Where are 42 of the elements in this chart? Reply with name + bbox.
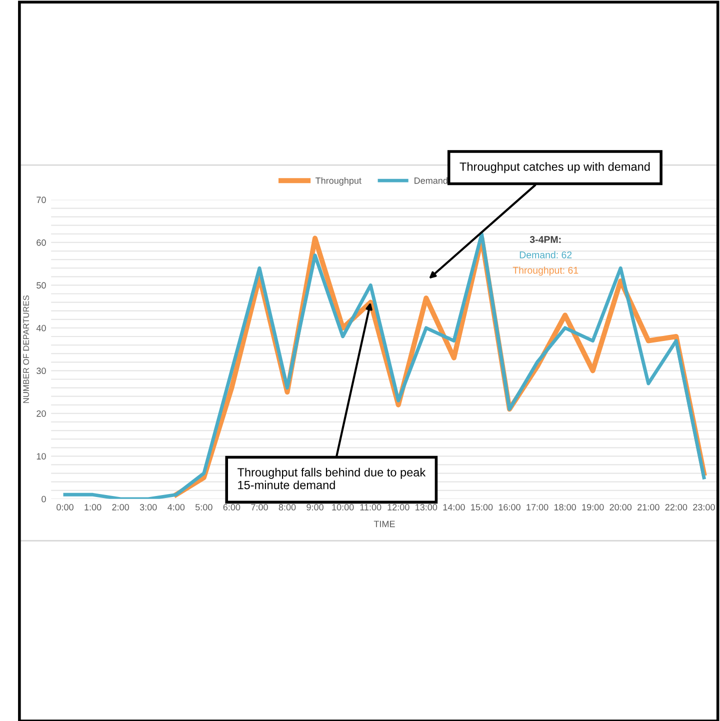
x-tick-label: 5:00 (195, 504, 212, 510)
x-tick-label: 13:00 (416, 504, 438, 510)
y-tick-label: 0 (42, 496, 46, 502)
y-tick-label: 60 (36, 239, 46, 246)
legend-label: Demand (414, 177, 448, 184)
x-tick-label: 15:00 (471, 504, 493, 510)
y-tick-label: 40 (36, 324, 46, 332)
x-tick-label: 19:00 (582, 504, 604, 510)
x-tick-label: 2:00 (112, 504, 130, 510)
y-tick-label: 30 (36, 368, 46, 374)
line-series (63, 232, 706, 499)
x-tick-label: 4:00 (168, 504, 185, 510)
y-tick-label: 50 (36, 282, 46, 289)
x-tick-label: 23:00 (693, 504, 715, 510)
annotation: Throughput: 61 (512, 266, 578, 276)
x-tick-label: 11:00 (360, 504, 382, 510)
x-tick-label: 12:00 (388, 504, 410, 510)
x-tick-label: 22:00 (665, 504, 688, 510)
x-tick-label: 20:00 (610, 504, 632, 510)
y-tick-label: 10 (36, 453, 46, 460)
x-tick-label: 0:00 (56, 504, 74, 510)
x-tick-label: 10:00 (332, 504, 354, 510)
x-tick-label: 8:00 (278, 504, 296, 510)
y-tick-label: 20 (36, 410, 46, 417)
x-tick-label: 3:00 (140, 504, 157, 510)
annotation: 3-4PM: (530, 236, 561, 243)
x-tick-label: 6:00 (223, 504, 240, 510)
x-tick-label: 17:00 (526, 504, 548, 510)
x-tick-label: 9:00 (306, 504, 324, 510)
annotation: Throughput falls behind due to peak 15-minute demand (238, 468, 426, 490)
x-tick-label: 14:00 (443, 504, 465, 510)
x-tick-label: 1:00 (84, 504, 102, 510)
x-axis-title: TIME (374, 520, 395, 528)
legend-label: Throughput (316, 177, 362, 186)
x-tick-label: 7:00 (251, 504, 268, 510)
annotation: Demand: 62 (520, 251, 572, 258)
y-axis-title: NUMBER OF DEPARTURES (23, 295, 30, 403)
x-tick-label: 18:00 (554, 504, 576, 510)
x-tick-label: 21:00 (638, 504, 660, 510)
text: Throughput catches up with demand (460, 162, 650, 174)
x-tick-label: 16:00 (498, 504, 520, 510)
y-tick-label: 70 (36, 196, 46, 204)
